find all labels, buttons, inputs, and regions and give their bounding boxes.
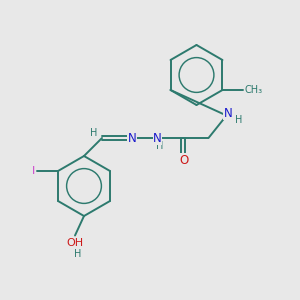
Text: N: N — [153, 131, 162, 145]
Text: H: H — [156, 140, 164, 151]
Text: N: N — [128, 131, 136, 145]
Text: CH₃: CH₃ — [244, 85, 262, 95]
Text: N: N — [224, 106, 232, 120]
Text: H: H — [90, 128, 97, 138]
Text: H: H — [236, 115, 243, 125]
Text: H: H — [74, 249, 82, 259]
Text: I: I — [32, 166, 35, 176]
Text: O: O — [180, 154, 189, 167]
Text: OH: OH — [66, 238, 84, 248]
